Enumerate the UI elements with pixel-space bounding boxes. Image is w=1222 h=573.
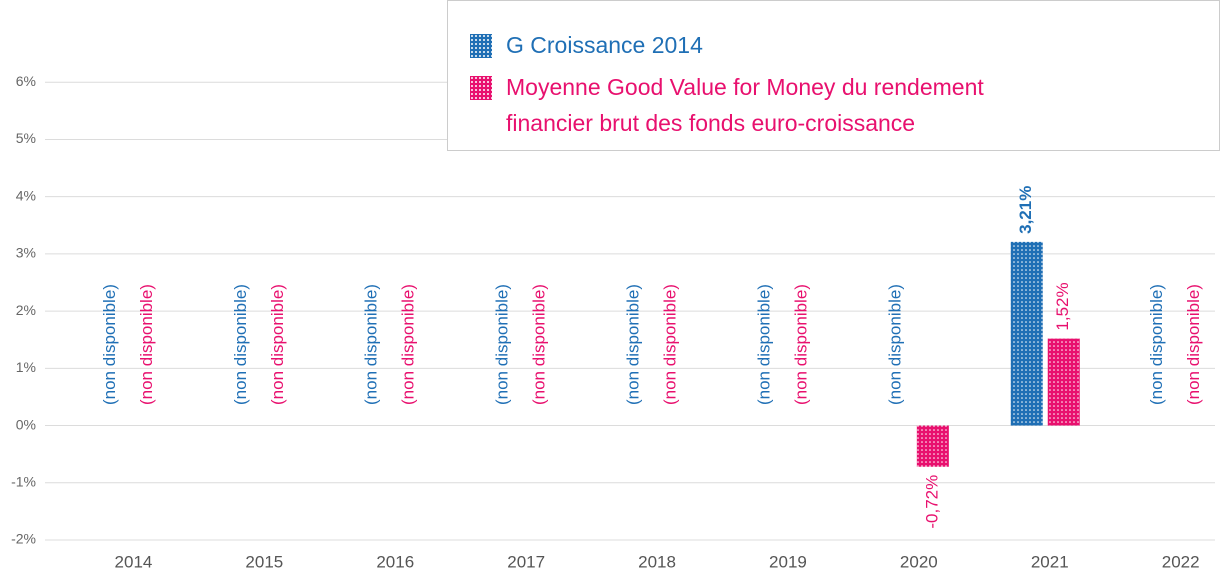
x-tick-label: 2016 bbox=[376, 552, 414, 571]
legend: G Croissance 2014 Moyenne Good Value for … bbox=[447, 0, 1220, 151]
value-label: (non disponible) bbox=[100, 284, 119, 405]
x-tick-label: 2021 bbox=[1031, 552, 1069, 571]
y-tick-label: 6% bbox=[16, 73, 36, 89]
value-label: -0,72% bbox=[922, 475, 941, 529]
legend-label: Moyenne Good Value for Money du rendemen… bbox=[506, 74, 984, 136]
x-tick-label: 2019 bbox=[769, 552, 807, 571]
value-label: (non disponible) bbox=[624, 284, 643, 405]
legend-swatch bbox=[470, 76, 492, 100]
y-tick-label: 2% bbox=[16, 302, 36, 318]
y-tick-label: 0% bbox=[16, 416, 36, 432]
y-tick-label: 4% bbox=[16, 187, 36, 203]
x-tick-label: 2018 bbox=[638, 552, 676, 571]
x-tick-label: 2020 bbox=[900, 552, 938, 571]
x-tick-label: 2022 bbox=[1162, 552, 1200, 571]
value-label: (non disponible) bbox=[530, 284, 549, 405]
value-label: (non disponible) bbox=[885, 284, 904, 405]
bar bbox=[916, 425, 949, 467]
value-label: 3,21% bbox=[1016, 186, 1035, 234]
legend-entry: Moyenne Good Value for Money du rendemen… bbox=[470, 73, 1219, 141]
bar bbox=[1047, 338, 1080, 426]
bar bbox=[1010, 241, 1043, 426]
x-tick-label: 2014 bbox=[115, 552, 153, 571]
value-label: (non disponible) bbox=[791, 284, 810, 405]
y-tick-label: -1% bbox=[11, 473, 36, 489]
y-tick-label: -2% bbox=[11, 531, 36, 547]
y-tick-label: 5% bbox=[16, 130, 36, 146]
value-label: (non disponible) bbox=[661, 284, 680, 405]
y-tick-label: 3% bbox=[16, 245, 36, 261]
value-label: (non disponible) bbox=[1147, 284, 1166, 405]
value-label: (non disponible) bbox=[231, 284, 250, 405]
y-tick-label: 1% bbox=[16, 359, 36, 375]
x-tick-label: 2017 bbox=[507, 552, 545, 571]
legend-label: G Croissance 2014 bbox=[506, 32, 703, 58]
value-label: 1,52% bbox=[1053, 282, 1072, 330]
legend-swatch bbox=[470, 34, 492, 58]
value-label: (non disponible) bbox=[1184, 284, 1203, 405]
value-label: (non disponible) bbox=[399, 284, 418, 405]
value-label: (non disponible) bbox=[268, 284, 287, 405]
legend-entry: G Croissance 2014 bbox=[470, 31, 1219, 63]
value-label: (non disponible) bbox=[754, 284, 773, 405]
value-label: (non disponible) bbox=[137, 284, 156, 405]
value-label: (non disponible) bbox=[362, 284, 381, 405]
value-label: (non disponible) bbox=[493, 284, 512, 405]
x-tick-label: 2015 bbox=[245, 552, 283, 571]
